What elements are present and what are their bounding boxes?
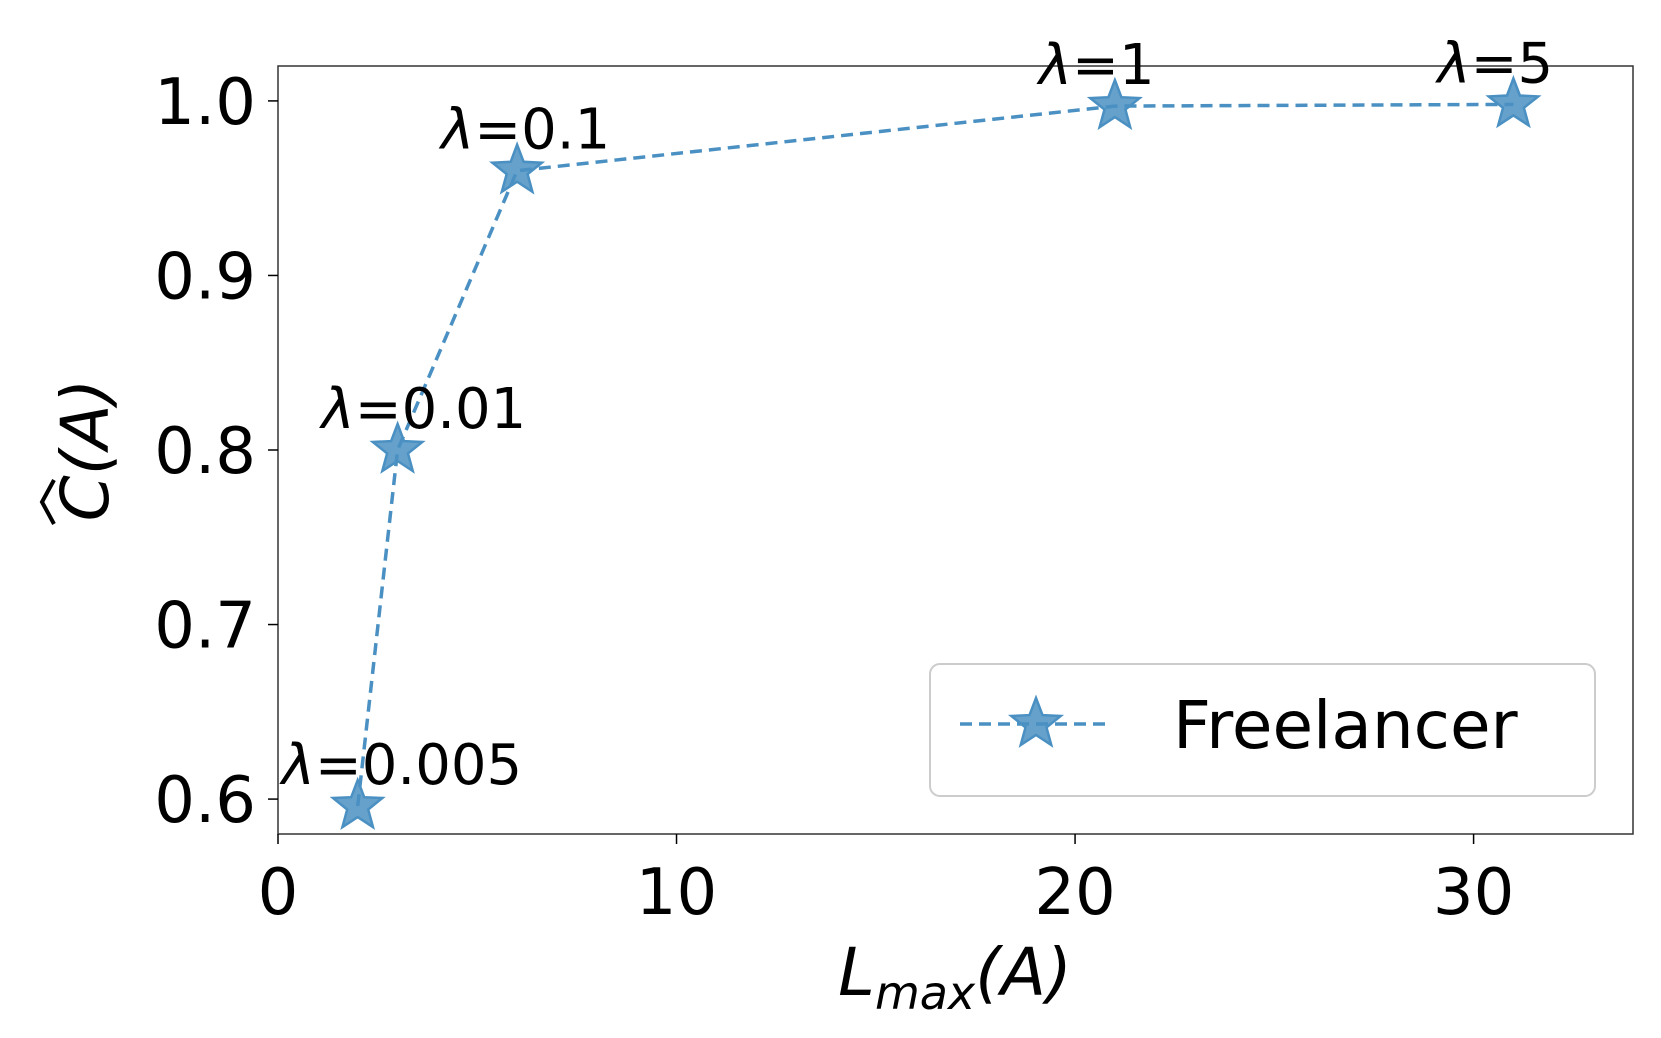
legend: Freelancer (929, 663, 1596, 797)
series-freelancer: λ=0.005 λ=0.01 λ=0.1 λ=1 λ=5 (279, 31, 1553, 830)
x-tick-label: 10 (636, 856, 717, 930)
point-annotation: λ=5 (1434, 31, 1553, 96)
y-tick-label: 1.0 (154, 66, 256, 140)
point-annotation: λ=0.1 (438, 98, 610, 163)
y-axis-label: C(A) (39, 379, 124, 525)
point-annotations: λ=0.005 λ=0.01 λ=0.1 λ=1 λ=5 (279, 31, 1553, 798)
y-tick-label: 0.6 (154, 764, 256, 838)
data-point-star (1485, 74, 1542, 129)
y-tick-label: 0.8 (154, 415, 256, 489)
data-point-star (329, 776, 386, 830)
y-tick-label: 0.7 (154, 590, 256, 664)
svg-text:C(A): C(A) (47, 379, 124, 522)
x-axis: 0 10 20 30 (258, 834, 1514, 930)
x-axis-label: Lmax(A) (838, 934, 1072, 1020)
y-axis: 0.6 0.7 0.8 0.9 1.0 (154, 66, 278, 838)
data-point-star (1086, 76, 1143, 131)
x-tick-label: 30 (1433, 856, 1514, 930)
series-markers (329, 74, 1542, 830)
point-annotation: λ=0.01 (319, 377, 527, 442)
x-tick-label: 20 (1034, 856, 1115, 930)
data-point-star (489, 141, 546, 195)
legend-star-marker (1007, 694, 1065, 748)
series-line-freelancer (355, 102, 1514, 807)
legend-box (929, 663, 1596, 797)
legend-label: Freelancer (1173, 687, 1519, 764)
x-tick-label: 0 (258, 856, 299, 930)
y-axis-label-hat (39, 479, 56, 525)
point-annotation: λ=0.005 (279, 733, 522, 798)
point-annotation: λ=1 (1036, 33, 1155, 98)
data-point-star (369, 420, 426, 474)
y-tick-label: 0.9 (154, 240, 256, 314)
